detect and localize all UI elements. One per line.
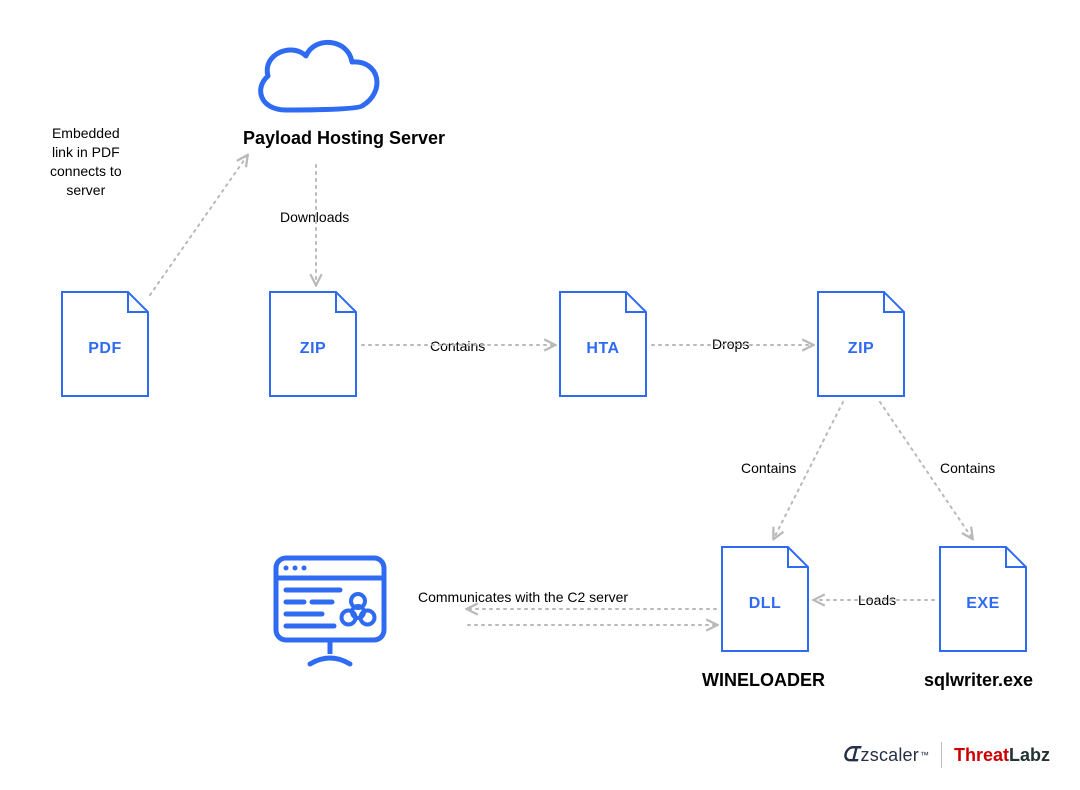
zscaler-logo: ᗭ zscaler ™: [842, 742, 942, 768]
file-label: DLL: [749, 595, 782, 613]
zscaler-text: zscaler: [861, 745, 919, 766]
label-loads: Loads: [858, 592, 896, 608]
label-contains3: Contains: [940, 460, 995, 476]
cloud-icon: [248, 30, 388, 125]
file-node-exe: EXE: [938, 545, 1028, 653]
label-contains2: Contains: [741, 460, 796, 476]
label-downloads: Downloads: [280, 209, 349, 225]
footer-logo: ᗭ zscaler ™ ThreatLabz: [842, 742, 1050, 768]
diagram-canvas: PDF ZIP HTA ZIP DLL EXE WINELOADER sqlwrit…: [0, 0, 1080, 790]
dotted-arrow: [150, 156, 247, 295]
file-label: ZIP: [848, 340, 874, 358]
label-contains1: Contains: [430, 338, 485, 354]
file-node-zip1: ZIP: [268, 290, 358, 398]
file-label: PDF: [88, 340, 122, 358]
file-label: HTA: [586, 340, 619, 358]
file-node-pdf: PDF: [60, 290, 150, 398]
c2-server: [270, 552, 390, 672]
threatlabz-logo: ThreatLabz: [942, 745, 1050, 766]
cloud-label: Payload Hosting Server: [214, 128, 474, 149]
label-drops: Drops: [712, 336, 749, 352]
labz-text: Labz: [1009, 745, 1050, 765]
sublabel-sqlwriter: sqlwriter.exe: [924, 670, 1033, 691]
file-node-dll: DLL: [720, 545, 810, 653]
file-node-zip2: ZIP: [816, 290, 906, 398]
zscaler-glyph-icon: ᗭ: [842, 744, 859, 767]
file-node-hta: HTA: [558, 290, 648, 398]
trademark: ™: [920, 750, 929, 760]
cloud-server: [248, 30, 388, 125]
label-c2comm: Communicates with the C2 server: [418, 589, 628, 605]
sublabel-wineloader: WINELOADER: [702, 670, 825, 691]
threat-text: Threat: [954, 745, 1009, 765]
label-embedded: Embedded link in PDF connects to server: [50, 124, 122, 200]
file-label: EXE: [966, 595, 1000, 613]
arrows-layer: [0, 0, 1080, 790]
computer-monitor-icon: [270, 552, 390, 672]
file-label: ZIP: [300, 340, 326, 358]
